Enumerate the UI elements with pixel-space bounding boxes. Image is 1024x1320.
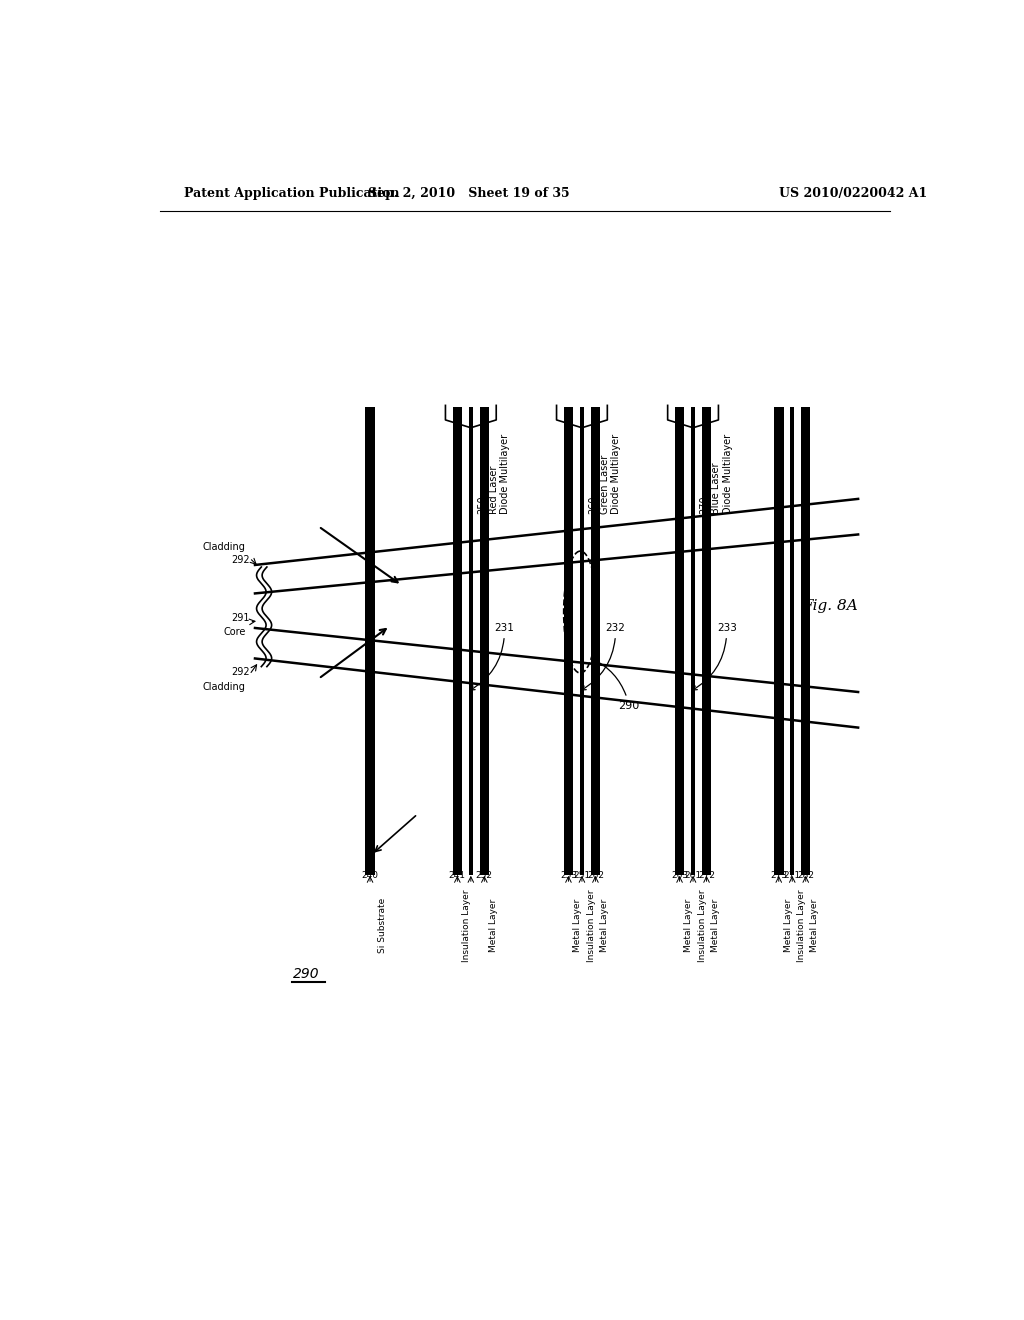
Text: 272: 272	[698, 871, 715, 880]
Text: 251: 251	[573, 871, 591, 880]
Text: 273: 273	[770, 871, 787, 880]
Bar	[469, 408, 473, 875]
Text: 260
Green Laser
Diode Multilayer: 260 Green Laser Diode Multilayer	[588, 434, 622, 513]
Text: Core: Core	[223, 627, 246, 638]
Text: 233: 233	[692, 623, 736, 690]
Text: 252: 252	[476, 871, 493, 880]
Text: Insulation Layer: Insulation Layer	[697, 890, 707, 962]
Text: 253: 253	[560, 871, 577, 880]
Text: 232: 232	[582, 623, 626, 690]
Text: 292: 292	[230, 667, 250, 677]
Text: Cladding: Cladding	[203, 682, 246, 692]
Text: 282: 282	[798, 871, 814, 880]
Text: 271: 271	[783, 871, 801, 880]
Text: 263: 263	[671, 871, 688, 880]
Text: Metal Layer: Metal Layer	[489, 899, 498, 953]
Text: 261: 261	[684, 871, 701, 880]
Text: Metal Layer: Metal Layer	[600, 899, 609, 953]
Text: 270
Blue Laser
Diode Multilayer: 270 Blue Laser Diode Multilayer	[699, 434, 732, 513]
Text: 290: 290	[293, 966, 319, 981]
Bar	[801, 408, 811, 875]
Bar	[453, 408, 462, 875]
Bar	[774, 408, 783, 875]
Text: 262: 262	[587, 871, 604, 880]
Bar	[591, 408, 600, 875]
Text: 291: 291	[231, 612, 250, 623]
Text: Metal Layer: Metal Layer	[783, 899, 793, 953]
Text: 290: 290	[594, 660, 640, 710]
Text: 240: 240	[361, 871, 379, 880]
Text: 241: 241	[449, 871, 466, 880]
Bar	[479, 408, 489, 875]
Bar	[563, 408, 573, 875]
Text: US 2010/0220042 A1: US 2010/0220042 A1	[778, 187, 927, 201]
Text: 292: 292	[230, 554, 250, 565]
Text: 231: 231	[470, 623, 514, 690]
Text: Sep. 2, 2010   Sheet 19 of 35: Sep. 2, 2010 Sheet 19 of 35	[369, 187, 570, 201]
Text: 250
Red Laser
Diode Multilayer: 250 Red Laser Diode Multilayer	[477, 434, 510, 513]
Text: Metal Layer: Metal Layer	[573, 899, 583, 953]
Bar	[701, 408, 712, 875]
Bar	[580, 408, 584, 875]
Text: Insulation Layer: Insulation Layer	[797, 890, 806, 962]
Bar	[675, 408, 684, 875]
Text: Metal Layer: Metal Layer	[811, 899, 819, 953]
Bar	[791, 408, 795, 875]
Bar	[691, 408, 695, 875]
Text: Metal Layer: Metal Layer	[684, 899, 693, 953]
Text: Metal Layer: Metal Layer	[712, 899, 720, 953]
Text: Si Substrate: Si Substrate	[378, 898, 387, 953]
Text: Patent Application Publication: Patent Application Publication	[183, 187, 399, 201]
Text: Insulation Layer: Insulation Layer	[462, 890, 471, 962]
Bar	[366, 408, 375, 875]
Text: Fig. 8A: Fig. 8A	[803, 598, 858, 612]
Text: Insulation Layer: Insulation Layer	[587, 890, 596, 962]
Text: Cladding: Cladding	[203, 541, 246, 552]
